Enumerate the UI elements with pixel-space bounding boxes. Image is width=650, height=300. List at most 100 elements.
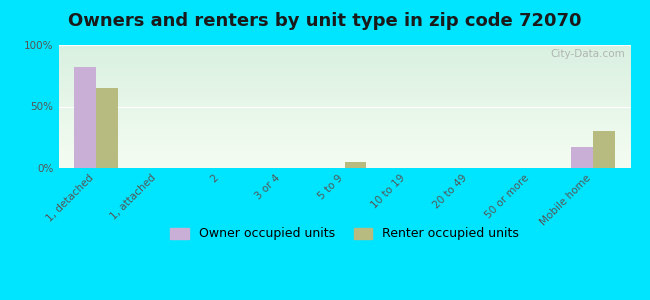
- Bar: [58, 79, 630, 80]
- Bar: [58, 125, 630, 126]
- Bar: [58, 103, 630, 104]
- Bar: [58, 157, 630, 158]
- Bar: [58, 85, 630, 86]
- Bar: [58, 47, 630, 48]
- Bar: [58, 95, 630, 96]
- Bar: [58, 111, 630, 112]
- Bar: [58, 121, 630, 122]
- Bar: [58, 60, 630, 61]
- Bar: [58, 117, 630, 118]
- Bar: [58, 68, 630, 69]
- Bar: [58, 96, 630, 97]
- Bar: [58, 144, 630, 145]
- Bar: [58, 134, 630, 135]
- Text: City-Data.com: City-Data.com: [550, 49, 625, 59]
- Bar: [58, 97, 630, 98]
- Bar: [58, 139, 630, 140]
- Bar: [58, 132, 630, 133]
- Bar: [58, 76, 630, 77]
- Bar: [58, 81, 630, 82]
- Bar: [58, 55, 630, 56]
- Bar: [58, 118, 630, 119]
- Bar: [58, 66, 630, 67]
- Bar: [58, 159, 630, 160]
- Bar: [58, 116, 630, 117]
- Bar: [58, 151, 630, 152]
- Bar: [58, 164, 630, 165]
- Bar: [58, 70, 630, 71]
- Bar: [58, 77, 630, 78]
- Bar: [58, 124, 630, 125]
- Bar: [58, 65, 630, 66]
- Bar: [58, 63, 630, 64]
- Bar: [58, 110, 630, 111]
- Bar: [58, 88, 630, 89]
- Bar: [58, 167, 630, 168]
- Bar: [593, 131, 615, 168]
- Bar: [58, 74, 630, 75]
- Bar: [58, 126, 630, 127]
- Bar: [58, 138, 630, 139]
- Bar: [58, 57, 630, 58]
- Bar: [58, 137, 630, 138]
- Bar: [58, 140, 630, 141]
- Bar: [58, 102, 630, 103]
- Bar: [58, 142, 630, 143]
- Bar: [58, 62, 630, 63]
- Bar: [58, 108, 630, 109]
- Bar: [58, 82, 630, 83]
- Bar: [58, 122, 630, 123]
- Bar: [58, 99, 630, 100]
- Bar: [58, 106, 630, 107]
- Bar: [74, 67, 96, 168]
- Bar: [58, 98, 630, 99]
- Bar: [58, 147, 630, 148]
- Bar: [58, 49, 630, 50]
- Bar: [58, 128, 630, 129]
- Bar: [58, 113, 630, 114]
- Bar: [58, 75, 630, 76]
- Bar: [58, 149, 630, 150]
- Bar: [58, 93, 630, 94]
- Bar: [58, 52, 630, 53]
- Legend: Owner occupied units, Renter occupied units: Owner occupied units, Renter occupied un…: [165, 222, 524, 245]
- Bar: [58, 131, 630, 132]
- Bar: [58, 105, 630, 106]
- Bar: [58, 53, 630, 54]
- Bar: [58, 72, 630, 73]
- Bar: [58, 78, 630, 79]
- Bar: [58, 61, 630, 62]
- Bar: [58, 84, 630, 85]
- Bar: [58, 100, 630, 101]
- Bar: [58, 91, 630, 92]
- Bar: [58, 73, 630, 74]
- Bar: [58, 115, 630, 116]
- Bar: [58, 146, 630, 147]
- Bar: [58, 67, 630, 68]
- Bar: [58, 153, 630, 154]
- Bar: [96, 88, 118, 168]
- Bar: [58, 162, 630, 163]
- Bar: [58, 135, 630, 136]
- Bar: [58, 51, 630, 52]
- Bar: [58, 94, 630, 95]
- Bar: [58, 158, 630, 159]
- Bar: [58, 145, 630, 146]
- Bar: [58, 130, 630, 131]
- Bar: [58, 155, 630, 156]
- Bar: [58, 59, 630, 60]
- Bar: [58, 114, 630, 115]
- Bar: [571, 147, 593, 168]
- Bar: [58, 64, 630, 65]
- Bar: [58, 156, 630, 157]
- Text: Owners and renters by unit type in zip code 72070: Owners and renters by unit type in zip c…: [68, 12, 582, 30]
- Bar: [58, 166, 630, 167]
- Bar: [58, 152, 630, 153]
- Bar: [58, 120, 630, 121]
- Bar: [58, 61, 630, 62]
- Bar: [58, 89, 630, 90]
- Bar: [58, 86, 630, 87]
- Bar: [58, 83, 630, 84]
- Bar: [58, 90, 630, 91]
- Bar: [58, 163, 630, 164]
